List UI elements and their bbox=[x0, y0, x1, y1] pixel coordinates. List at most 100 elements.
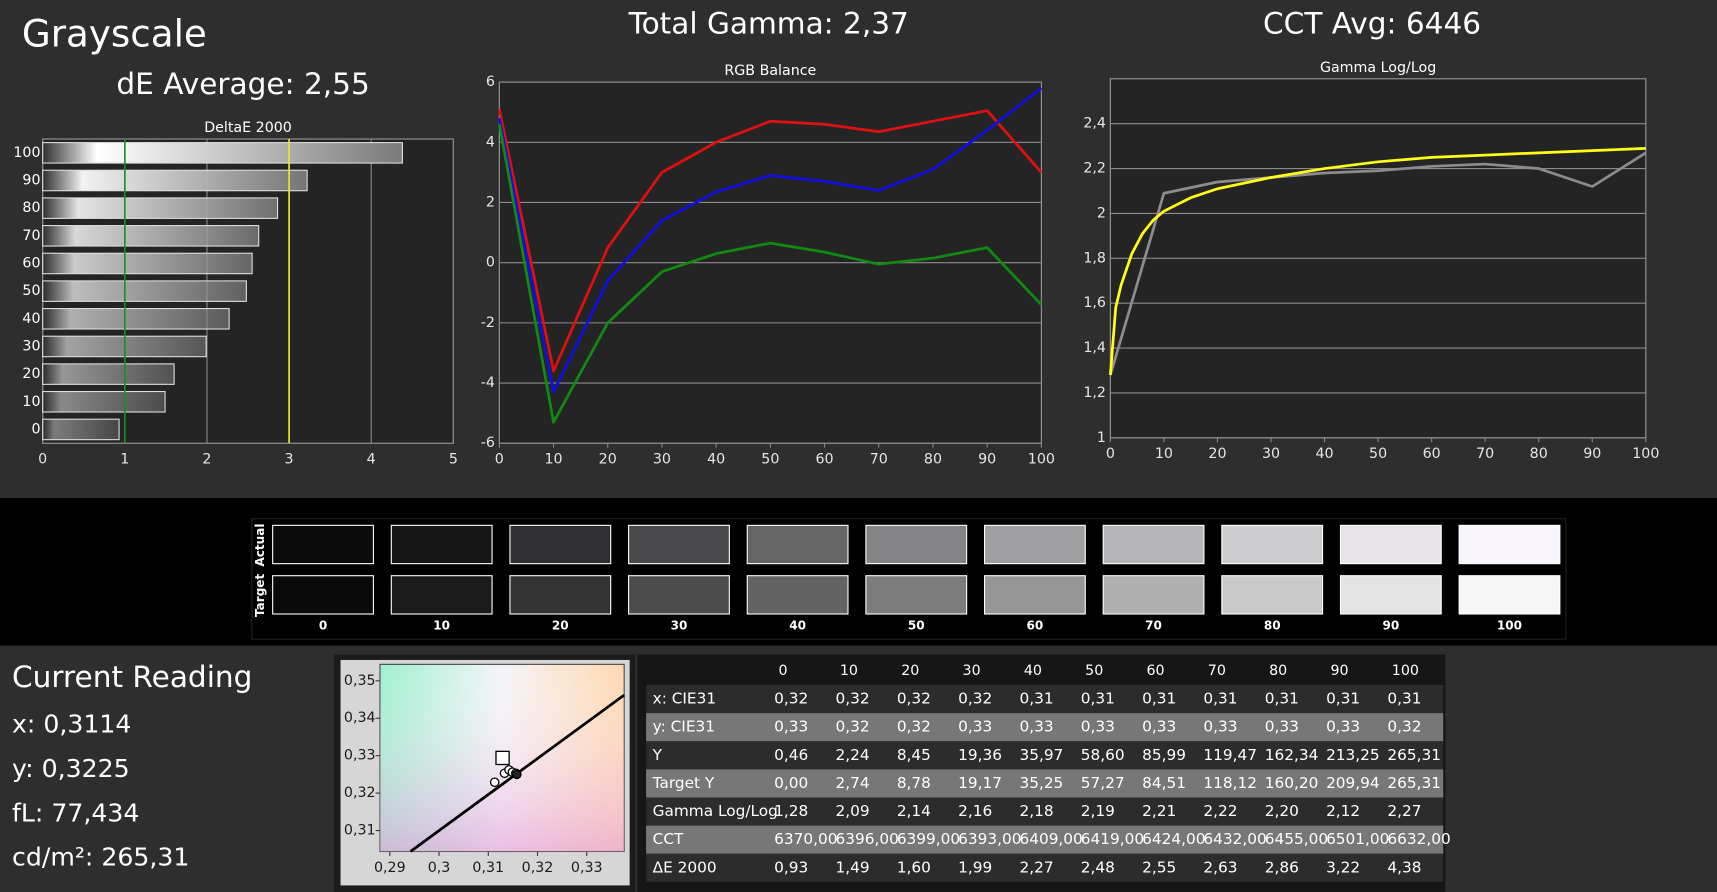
column-header: 30 bbox=[963, 663, 981, 679]
table-cell: 6455,00 bbox=[1265, 830, 1328, 848]
reading-line: x: 0,3114 bbox=[12, 710, 131, 739]
table-cell: 6501,00 bbox=[1326, 830, 1389, 848]
table-cell: 0,33 bbox=[1081, 718, 1115, 736]
y-tick-label: 0,35 bbox=[344, 673, 376, 689]
table-cell: 0,32 bbox=[897, 690, 931, 708]
y-tick-label: 6 bbox=[486, 74, 495, 90]
table-cell: 0,32 bbox=[958, 690, 992, 708]
table-cell: 2,24 bbox=[836, 746, 870, 764]
table-cell: 2,48 bbox=[1081, 858, 1115, 876]
bar bbox=[42, 280, 247, 302]
x-tick-label: 60 bbox=[816, 452, 834, 468]
y-tick-label: 2 bbox=[486, 194, 495, 210]
x-tick-label: 0 bbox=[1106, 446, 1115, 462]
current-reading-title: Current Reading bbox=[12, 660, 252, 694]
x-tick-label: 0,31 bbox=[472, 860, 504, 876]
swatch-label: 10 bbox=[433, 619, 450, 633]
table-cell: 0,33 bbox=[1142, 718, 1176, 736]
table-cell: 0,32 bbox=[774, 690, 808, 708]
reading-line: cd/m²: 265,31 bbox=[12, 843, 189, 872]
row-label: Gamma Log/Log bbox=[653, 802, 778, 820]
table-cell: 19,17 bbox=[958, 774, 1002, 792]
swatch-label: 60 bbox=[1027, 619, 1044, 633]
row-label: CCT bbox=[653, 830, 684, 848]
x-tick-label: 70 bbox=[870, 452, 888, 468]
table-cell: 3,22 bbox=[1326, 858, 1360, 876]
table-cell: 6399,00 bbox=[897, 830, 960, 848]
table-cell: 0,31 bbox=[1265, 690, 1299, 708]
table-cell: 2,63 bbox=[1203, 858, 1237, 876]
y-tick-label: 1,4 bbox=[1083, 340, 1106, 356]
table-row bbox=[646, 853, 1444, 882]
table-cell: 6370,00 bbox=[774, 830, 837, 848]
row-label: Actual bbox=[253, 524, 267, 567]
target-swatch bbox=[628, 575, 730, 615]
actual-swatch bbox=[509, 524, 612, 565]
total-gamma: Total Gamma: 2,37 bbox=[628, 7, 909, 41]
table-cell: 0,00 bbox=[774, 774, 808, 792]
actual-swatch bbox=[390, 524, 493, 565]
table-cell: 118,12 bbox=[1203, 774, 1257, 792]
chart-title: DeltaE 2000 bbox=[204, 120, 292, 136]
table-cell: 6432,00 bbox=[1203, 830, 1266, 848]
column-header: 50 bbox=[1085, 663, 1103, 679]
table-cell: 162,34 bbox=[1265, 746, 1319, 764]
y-tick-label: 0 bbox=[31, 421, 40, 437]
x-tick-label: 0,32 bbox=[522, 860, 554, 876]
table-row bbox=[646, 797, 1444, 826]
x-tick-label: 1 bbox=[120, 452, 129, 468]
y-tick-label: 30 bbox=[22, 338, 40, 354]
target-point bbox=[495, 750, 510, 766]
table-cell: 1,28 bbox=[774, 802, 808, 820]
table-cell: 0,32 bbox=[1387, 718, 1421, 736]
x-tick-label: 5 bbox=[449, 452, 458, 468]
actual-swatch bbox=[983, 524, 1086, 565]
x-tick-label: 80 bbox=[1530, 446, 1548, 462]
series-line bbox=[497, 108, 1043, 373]
table-cell: 6393,00 bbox=[958, 830, 1021, 848]
y-tick-label: 0,34 bbox=[344, 710, 376, 726]
y-tick-label: 20 bbox=[22, 366, 40, 382]
row-label: Target Y bbox=[652, 774, 715, 792]
table-cell: 1,60 bbox=[897, 858, 931, 876]
table-cell: 2,55 bbox=[1142, 858, 1176, 876]
table-cell: 19,36 bbox=[958, 746, 1002, 764]
row-label: y: CIE31 bbox=[653, 718, 715, 736]
x-tick-label: 40 bbox=[707, 452, 725, 468]
table-cell: 84,51 bbox=[1142, 774, 1186, 792]
table-cell: 4,38 bbox=[1387, 858, 1421, 876]
measured-point bbox=[512, 769, 522, 780]
table-cell: 6409,00 bbox=[1019, 830, 1082, 848]
row-label: Target bbox=[253, 574, 267, 617]
row-label: x: CIE31 bbox=[653, 690, 716, 708]
table-cell: 0,32 bbox=[897, 718, 931, 736]
table-cell: 57,27 bbox=[1081, 774, 1125, 792]
chart-title: RGB Balance bbox=[724, 63, 816, 79]
table-cell: 2,14 bbox=[897, 802, 931, 820]
table-row bbox=[646, 713, 1444, 742]
y-tick-label: 4 bbox=[486, 134, 495, 150]
y-tick-label: 40 bbox=[22, 311, 40, 327]
row-label: Y bbox=[652, 746, 663, 764]
table-cell: 2,20 bbox=[1265, 802, 1299, 820]
x-tick-label: 0,29 bbox=[374, 860, 406, 876]
x-tick-label: 20 bbox=[1208, 446, 1226, 462]
x-tick-label: 30 bbox=[653, 452, 671, 468]
x-tick-label: 100 bbox=[1028, 452, 1055, 468]
y-tick-label: 1 bbox=[1097, 430, 1106, 446]
bar bbox=[42, 142, 403, 164]
table-cell: 2,09 bbox=[836, 802, 870, 820]
cct-average: CCT Avg: 6446 bbox=[1263, 7, 1481, 41]
table-cell: 0,33 bbox=[958, 718, 992, 736]
table-cell: 0,33 bbox=[1019, 718, 1053, 736]
table-cell: 1,49 bbox=[836, 858, 870, 876]
table-cell: 6632,00 bbox=[1387, 830, 1450, 848]
target-swatch bbox=[390, 575, 493, 615]
table-cell: 209,94 bbox=[1326, 774, 1380, 792]
x-tick-label: 30 bbox=[1262, 446, 1280, 462]
target-swatch bbox=[1221, 575, 1324, 615]
x-tick-label: 70 bbox=[1476, 446, 1494, 462]
y-tick-label: 90 bbox=[22, 172, 40, 188]
table-cell: 119,47 bbox=[1203, 746, 1257, 764]
